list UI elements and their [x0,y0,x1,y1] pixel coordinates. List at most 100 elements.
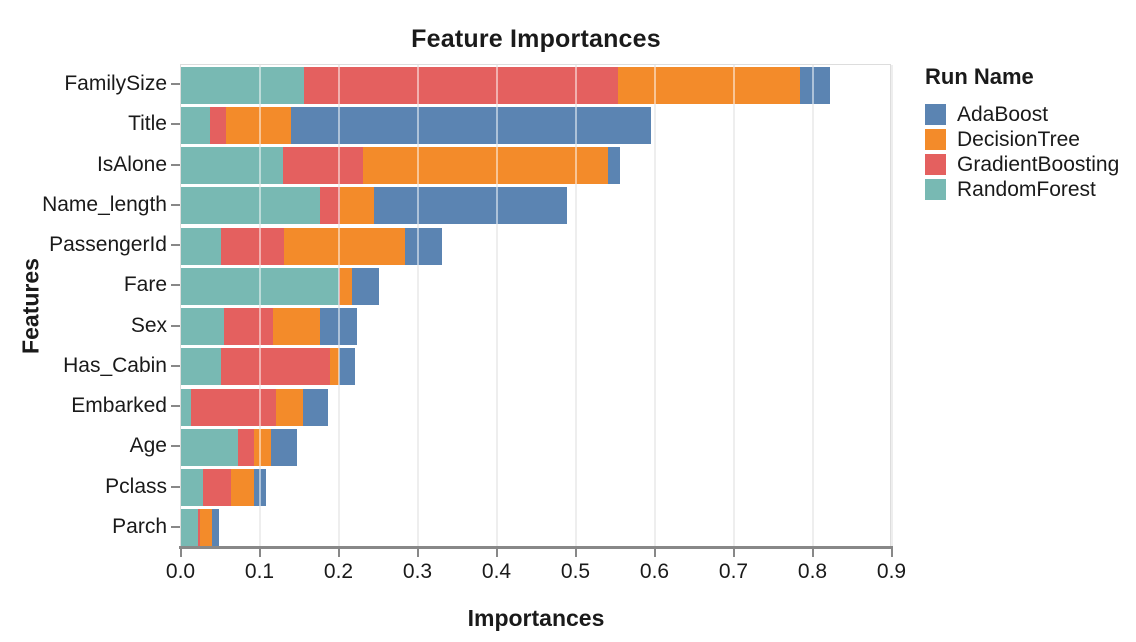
bar-segment-AdaBoost [373,187,567,225]
bar-segment-DecisionTree [199,509,212,547]
bar-segment-AdaBoost [290,106,652,144]
x-tick-label: 0.4 [481,560,512,583]
x-tick [258,548,261,557]
gridline-overlay [733,65,735,546]
y-tick [171,405,180,408]
y-tick [171,163,180,166]
bar-segment-AdaBoost [339,348,355,386]
bar-segment-AdaBoost [607,147,621,185]
x-tick-label: 0.8 [797,560,828,583]
bar-row-Sex [181,308,892,346]
chart-title: Feature Importances [411,25,661,53]
x-tick-label: 0.6 [639,560,670,583]
legend-items: AdaBoost DecisionTree GradientBoosting Rand… [925,102,1119,202]
x-tick [574,548,577,557]
bar-segment-DecisionTree [283,227,406,265]
bar-segment-AdaBoost [799,66,830,104]
gridline-overlay [891,65,893,546]
legend-item: RandomForest [925,177,1119,202]
bar-segment-DecisionTree [330,348,339,386]
bar-row-Parch [181,509,892,547]
gridline-overlay [338,65,340,546]
y-category-label: FamilySize [64,72,167,96]
bar-segment-DecisionTree [230,469,254,507]
legend-item-label: GradientBoosting [957,152,1120,176]
y-tick [171,203,180,206]
gridline-overlay [259,65,261,546]
y-tick [171,364,180,367]
legend-swatch [925,154,946,175]
bar-row-Fare [181,267,892,305]
y-tick [171,525,180,528]
x-tick-label: 0.5 [560,560,591,583]
bar-segment-GradientBoosting [191,388,276,426]
bar-segment-DecisionTree [363,147,608,185]
bar-segment-AdaBoost [405,227,442,265]
x-tick [416,548,419,557]
bar-segment-AdaBoost [211,509,219,547]
bar-segment-DecisionTree [617,66,800,104]
x-tick [337,548,340,557]
bar-segment-GradientBoosting [220,227,284,265]
x-tick-label: 0.2 [323,560,354,583]
legend-title: Run Name [925,64,1034,89]
y-category-label: Pclass [105,474,167,498]
bar-segment-RandomForest [181,388,192,426]
bar-row-Title [181,106,892,144]
x-tick-label: 0.3 [402,560,433,583]
legend-swatch [925,129,946,150]
y-tick [171,83,180,86]
gridline-overlay [496,65,498,546]
x-tick-label: 0.9 [876,560,907,583]
x-axis-line [179,546,893,549]
x-tick [495,548,498,557]
y-category-label: PassengerId [49,233,167,257]
y-category-label: IsAlone [96,152,167,176]
bar-segment-DecisionTree [339,187,374,225]
y-tick [171,445,180,448]
gridline-overlay [575,65,577,546]
x-tick [732,548,735,557]
bar-segment-RandomForest [181,147,283,185]
legend-item-label: AdaBoost [957,102,1049,126]
bar-segment-DecisionTree [339,267,353,305]
bar-row-Has_Cabin [181,348,892,386]
legend-swatch [925,104,946,125]
bar-row-PassengerId [181,227,892,265]
bar-segment-DecisionTree [226,106,291,144]
bar-segment-RandomForest [181,308,224,346]
bar-row-Embarked [181,388,892,426]
legend-item-label: DecisionTree [957,127,1080,151]
legend-item: GradientBoosting [925,152,1119,177]
bar-segment-GradientBoosting [220,348,331,386]
x-tick [179,548,182,557]
y-category-label: Name_length [42,192,167,216]
bar-segment-AdaBoost [302,388,328,426]
gridline-overlay [812,65,814,546]
bar-row-Name_length [181,187,892,225]
y-category-label: Embarked [71,394,167,418]
bar-segment-AdaBoost [271,428,298,466]
x-axis-title: Importances [467,605,605,631]
bar-segment-RandomForest [181,469,204,507]
y-category-label: Has_Cabin [63,353,167,377]
bar-segment-RandomForest [181,66,305,104]
y-tick [171,244,180,247]
y-tick [171,485,180,488]
x-tick-label: 0.0 [165,560,196,583]
y-tick [171,324,180,327]
bar-segment-GradientBoosting [282,147,364,185]
bar-row-FamilySize [181,66,892,104]
gridline-overlay [417,65,419,546]
bar-segment-GradientBoosting [197,509,200,547]
legend: Run Name AdaBoost DecisionTree GradientBoo… [925,64,1119,202]
bar-segment-DecisionTree [273,308,321,346]
y-category-label: Age [129,434,167,458]
bar-segment-GradientBoosting [210,106,227,144]
x-tick [890,548,893,557]
bar-row-Pclass [181,469,892,507]
y-category-label: Title [128,112,167,136]
legend-item-label: RandomForest [957,177,1096,201]
bar-row-Age [181,428,892,466]
